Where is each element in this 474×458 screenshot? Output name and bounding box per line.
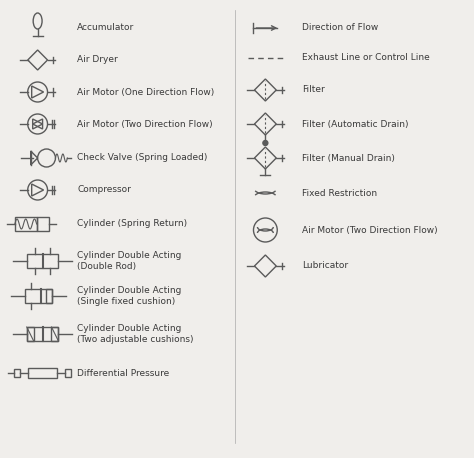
Text: Filter (Automatic Drain): Filter (Automatic Drain) (302, 120, 409, 129)
Text: Cylinder Double Acting
(Double Rod): Cylinder Double Acting (Double Rod) (77, 251, 182, 271)
Text: Cylinder Double Acting
(Two adjustable cushions): Cylinder Double Acting (Two adjustable c… (77, 324, 194, 344)
Text: Exhaust Line or Control Line: Exhaust Line or Control Line (302, 54, 430, 62)
Bar (25, 289, 53, 303)
Circle shape (263, 141, 268, 146)
Text: Fixed Restriction: Fixed Restriction (302, 189, 377, 197)
Bar (65, 369, 71, 377)
Text: Filter (Manual Drain): Filter (Manual Drain) (302, 153, 395, 163)
Text: Cylinder Double Acting
(Single fixed cushion): Cylinder Double Acting (Single fixed cus… (77, 286, 182, 305)
Text: Lubricator: Lubricator (302, 262, 348, 271)
Bar (52, 327, 58, 341)
Text: Air Dryer: Air Dryer (77, 55, 118, 65)
Bar (27, 254, 58, 268)
Bar (46, 289, 53, 303)
Bar (15, 217, 36, 231)
Text: Cylinder (Spring Return): Cylinder (Spring Return) (77, 219, 187, 229)
Bar (14, 369, 20, 377)
Text: Air Motor (Two Direction Flow): Air Motor (Two Direction Flow) (77, 120, 213, 129)
Text: Check Valve (Spring Loaded): Check Valve (Spring Loaded) (77, 153, 208, 163)
Bar (27, 327, 34, 341)
Bar (36, 217, 48, 231)
Text: Accumulator: Accumulator (77, 23, 135, 33)
Text: Compressor: Compressor (77, 185, 131, 195)
Text: Filter: Filter (302, 86, 325, 94)
Text: Air Motor (One Direction Flow): Air Motor (One Direction Flow) (77, 87, 214, 97)
Bar (27, 327, 58, 341)
Text: Air Motor (Two Direction Flow): Air Motor (Two Direction Flow) (302, 225, 438, 234)
Bar (27, 368, 57, 378)
Text: Direction of Flow: Direction of Flow (302, 23, 378, 33)
Text: Differential Pressure: Differential Pressure (77, 369, 170, 377)
